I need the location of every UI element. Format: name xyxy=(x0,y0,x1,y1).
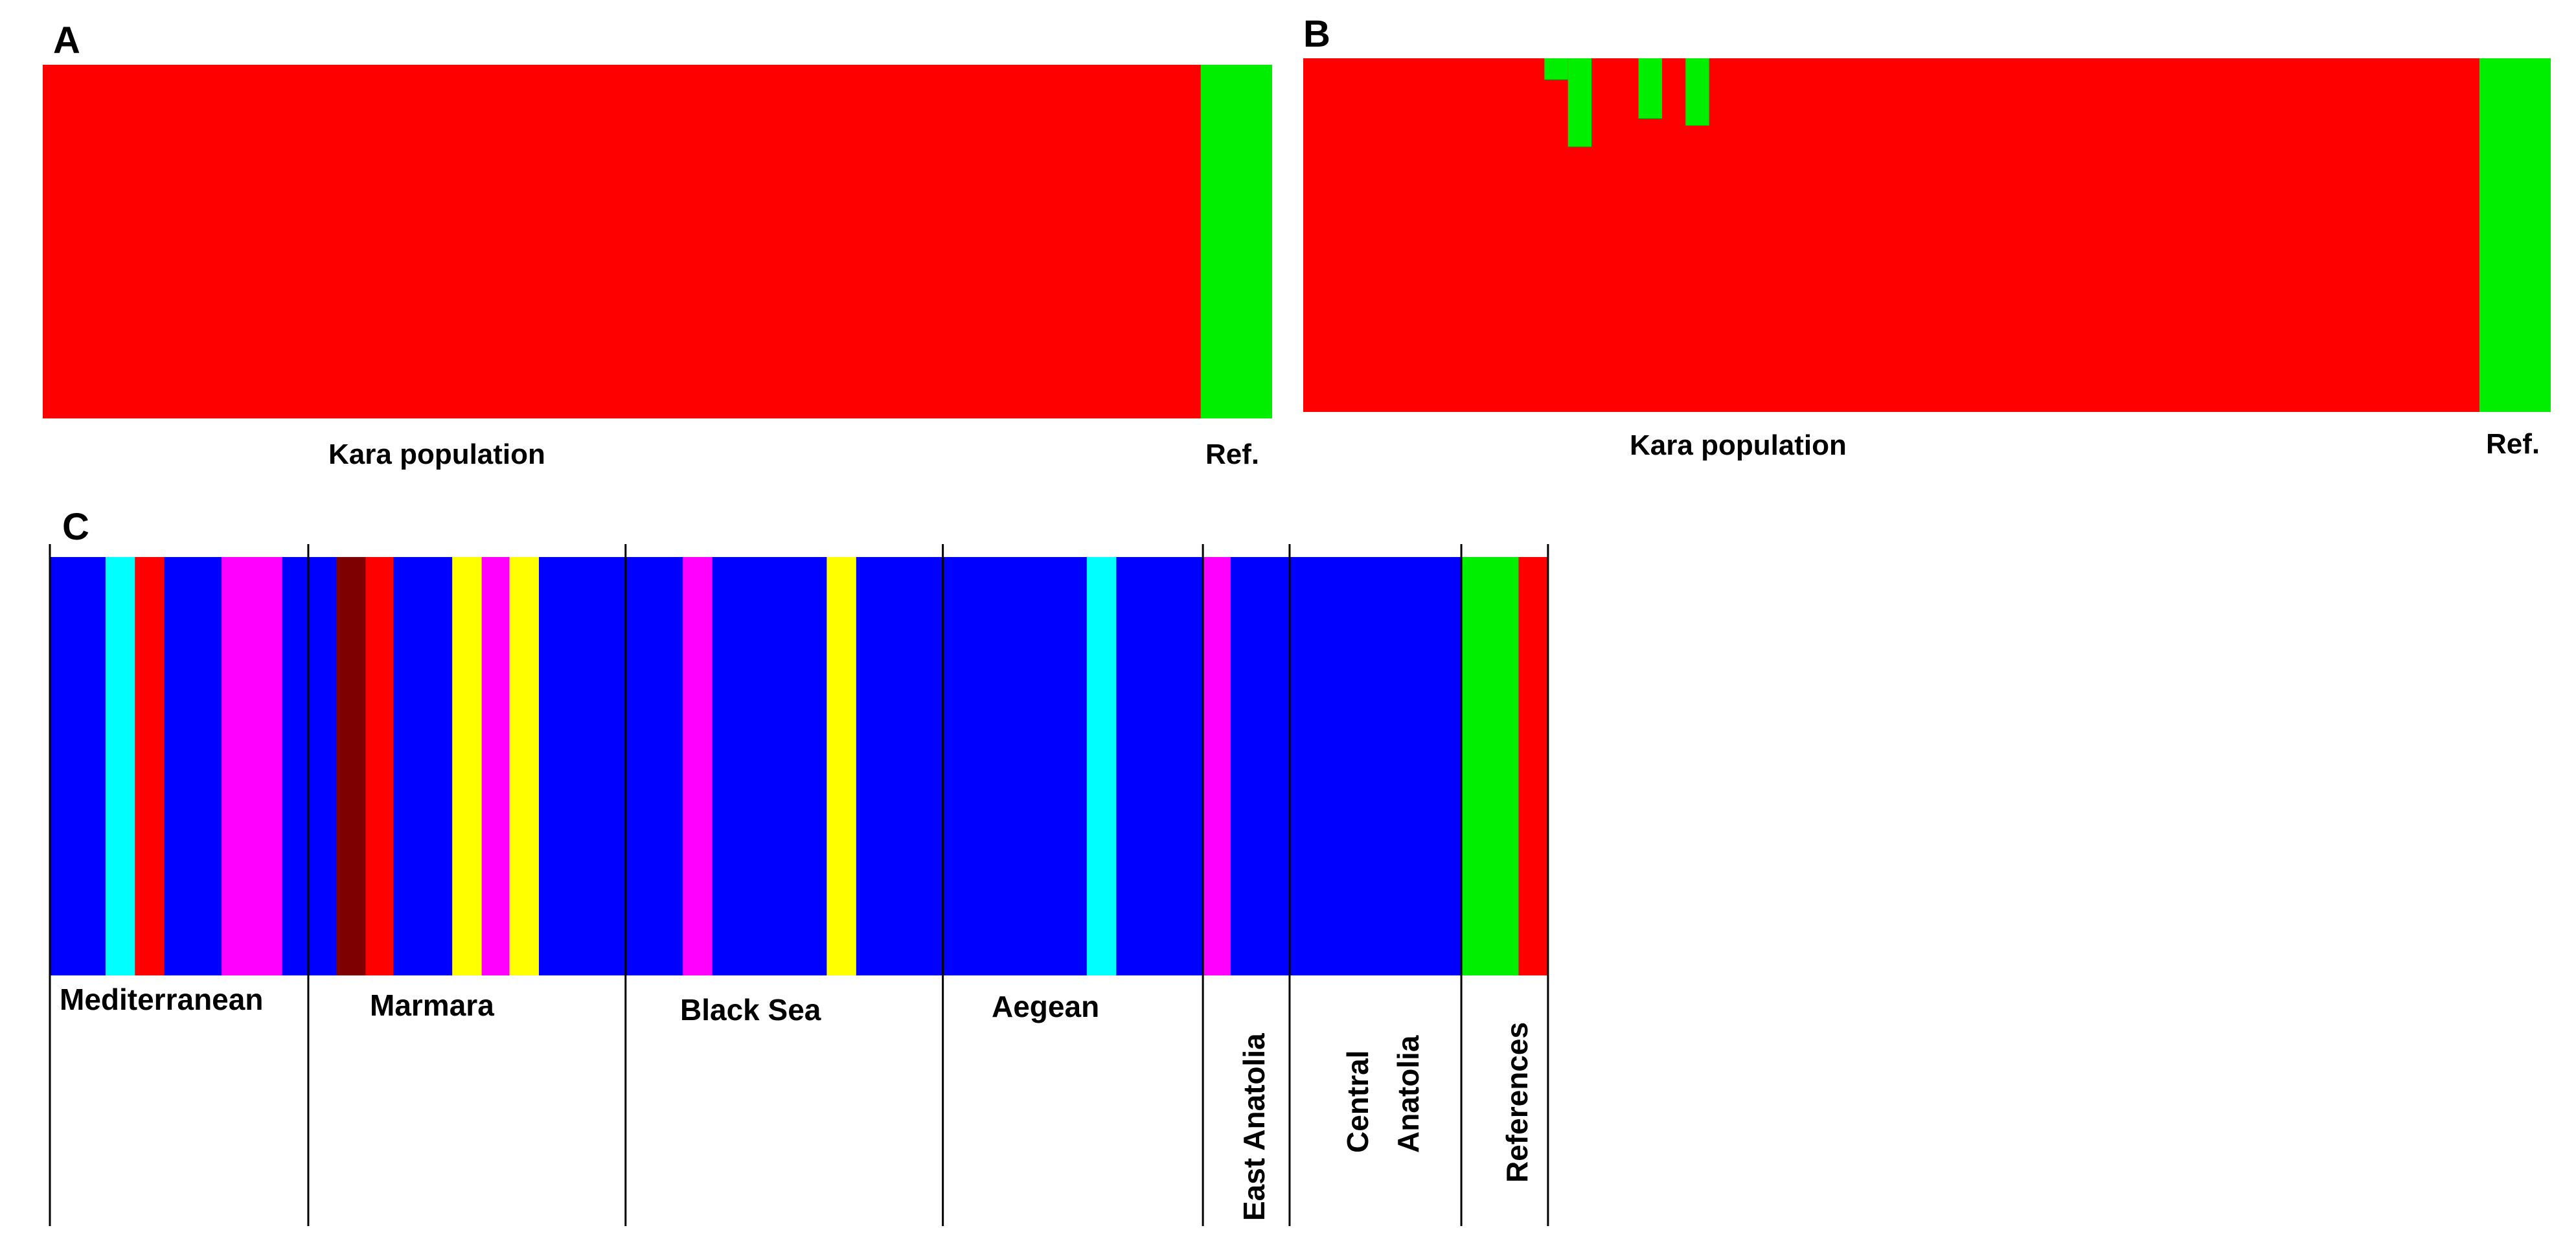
panel-c-band-3-1 xyxy=(1086,557,1117,975)
panel-c-band-1-2 xyxy=(365,557,394,975)
panel-c-band-1-7 xyxy=(538,557,626,975)
panel-b-admixed-green-3 xyxy=(1685,58,1709,126)
panel-c-band-4-1 xyxy=(1231,557,1290,975)
panel-b-ref-block xyxy=(2479,58,2551,412)
panel-c-band-2-4 xyxy=(856,557,944,975)
panel-a-chart: A Kara population Ref. xyxy=(43,19,1272,470)
panel-c-band-0-2 xyxy=(135,557,165,975)
region-label-central-anatolia-line1: Central xyxy=(1341,1051,1374,1153)
panel-c-band-0-5 xyxy=(282,557,309,975)
panel-c-band-0-1 xyxy=(105,557,135,975)
region-label-east-anatolia: East Anatolia xyxy=(1237,1033,1271,1221)
panel-c-band-3-0 xyxy=(942,557,1088,975)
panel-b-admixed-green-0 xyxy=(1544,58,1568,80)
panel-c-band-2-1 xyxy=(683,557,713,975)
panel-c-band-2-2 xyxy=(712,557,827,975)
region-label-references: References xyxy=(1500,1022,1534,1183)
panel-c-band-1-6 xyxy=(509,557,540,975)
panel-a-letter: A xyxy=(53,19,80,62)
region-label-mediterranean: Mediterranean xyxy=(60,983,263,1016)
panel-c-band-1-1 xyxy=(336,557,366,975)
panel-c-band-6-1 xyxy=(1518,557,1549,975)
panel-b-letter: B xyxy=(1303,13,1330,55)
panel-b-kara-label: Kara population xyxy=(1630,429,1847,461)
panel-c-band-4-0 xyxy=(1203,557,1231,975)
panel-b-kara-block xyxy=(1303,58,2480,412)
panel-b-admixed-green-1 xyxy=(1567,58,1591,147)
panel-a-bar-1-0 xyxy=(1200,65,1272,418)
panel-c-band-3-2 xyxy=(1116,557,1203,975)
panel-a-bar-0-0 xyxy=(43,65,1201,418)
panel-c-band-6-0 xyxy=(1461,557,1519,975)
panel-c-band-1-0 xyxy=(308,557,337,975)
panel-c-band-0-0 xyxy=(50,557,106,975)
panel-c-band-1-3 xyxy=(393,557,453,975)
panel-b-ref-label: Ref. xyxy=(2486,428,2540,460)
panel-c-band-2-0 xyxy=(625,557,683,975)
region-label-marmara: Marmara xyxy=(370,988,494,1022)
panel-a-bars xyxy=(43,65,1272,418)
panel-b-chart: B Kara population Ref. xyxy=(1303,13,2551,461)
panel-c-band-2-3 xyxy=(826,557,857,975)
panel-b-admixed-green-2 xyxy=(1638,58,1662,119)
panel-a-kara-label: Kara population xyxy=(328,438,545,470)
panel-c-band-5-0 xyxy=(1289,557,1462,975)
region-label-central-anatolia-line2: Anatolia xyxy=(1391,1035,1425,1153)
panel-a-ref-label: Ref. xyxy=(1205,438,1259,470)
panel-c-bars xyxy=(50,557,1549,975)
panel-c-band-1-4 xyxy=(452,557,483,975)
region-label-aegean: Aegean xyxy=(992,990,1099,1023)
panel-c-letter: C xyxy=(62,506,89,548)
region-label-black-sea: Black Sea xyxy=(680,993,821,1027)
panel-c-band-0-4 xyxy=(222,557,283,975)
panel-b-bars xyxy=(1303,58,2551,412)
panel-c-band-0-3 xyxy=(164,557,222,975)
panel-c-chart: C Mediterranean Marmara Black Sea Aegean… xyxy=(49,506,1549,1226)
panel-c-dividers xyxy=(49,544,1549,1226)
panel-c-band-1-5 xyxy=(481,557,510,975)
